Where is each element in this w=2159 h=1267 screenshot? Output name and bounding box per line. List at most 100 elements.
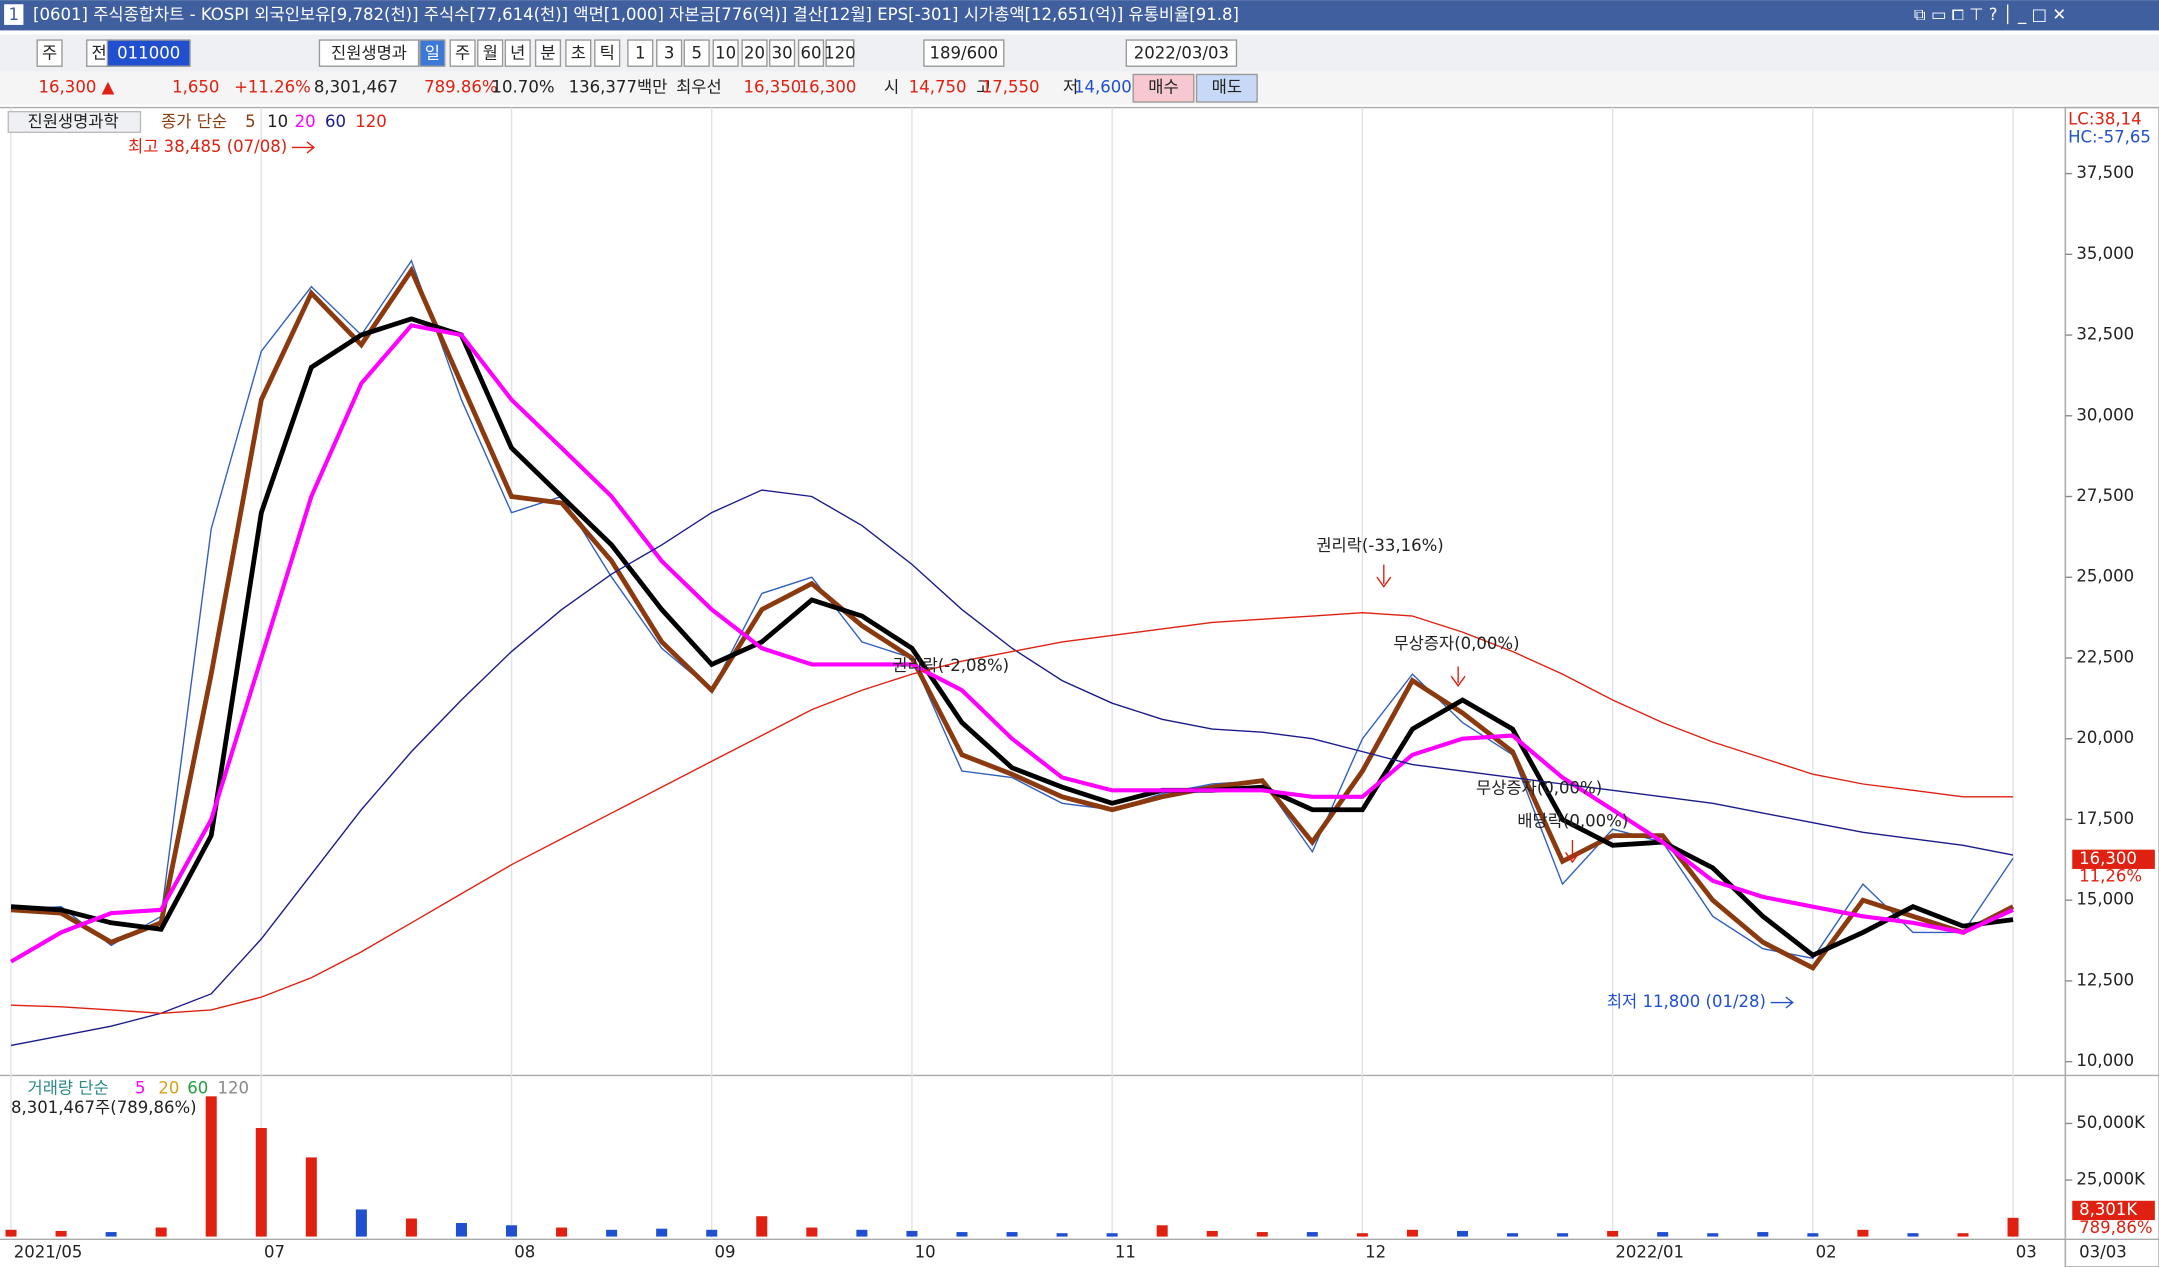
x-tick-label: 07 (264, 1243, 285, 1262)
sell-button[interactable] (1195, 73, 1258, 103)
legend-entry: 60 (325, 112, 346, 131)
x-tick-label: 12 (1365, 1243, 1386, 1262)
quote-field: 최우선 (676, 78, 722, 97)
y-tick-label: 22,500 (2076, 647, 2134, 666)
last-price: 16,300 (2079, 849, 2137, 868)
volume-bar (1206, 1230, 1218, 1237)
volume-bar (155, 1227, 167, 1237)
volume-bar (205, 1096, 217, 1237)
y-tick-label: 32,500 (2076, 325, 2134, 344)
toolbar-label: 20 (744, 43, 765, 62)
volume-bar (1106, 1233, 1118, 1237)
x-tick-label: 02 (1816, 1243, 1837, 1262)
volume-bar (1807, 1233, 1819, 1237)
volume-bar (2007, 1217, 2019, 1237)
toolbar-label: 2022/03/03 (1134, 43, 1229, 62)
y-tick-label: 25,000 (2076, 567, 2134, 586)
volume-bar (1406, 1229, 1418, 1237)
toolbar-button[interactable] (656, 39, 683, 67)
toolbar-label: 초 (571, 43, 586, 62)
hc-label: HC:-57,65 (2068, 127, 2151, 146)
toolbar-label: 틱 (600, 43, 615, 62)
toolbar-label: 주 (455, 43, 470, 62)
annotation: 최저 11,800 (01/28) (1607, 992, 1766, 1011)
toolbar-button[interactable] (627, 39, 654, 67)
sell-label: 매도 (1212, 78, 1242, 97)
y-tick-label: 37,500 (2076, 163, 2134, 182)
last-date: 03/03 (2079, 1243, 2127, 1262)
toolbar-label: 189/600 (930, 43, 999, 62)
volume-title: 거래량 단순 (28, 1079, 109, 1098)
toolbar-button[interactable] (1125, 39, 1238, 67)
y-tick-label: 35,000 (2076, 244, 2134, 263)
toolbar-button[interactable] (419, 39, 446, 67)
quote-field: +11.26% (234, 78, 311, 97)
quote-field: 1,650 (172, 78, 219, 97)
quote-field: 16,300 ▲ (39, 78, 115, 97)
toolbar-button[interactable] (36, 39, 63, 67)
toolbar-button[interactable] (825, 39, 855, 67)
quote-field: 789.86% (424, 78, 497, 97)
toolbar-label: 전 (92, 43, 107, 62)
series-line (10, 265, 2015, 972)
toolbar-button[interactable] (534, 39, 562, 67)
toolbar-button[interactable] (741, 39, 768, 67)
volume-bar (706, 1229, 718, 1237)
y-tick-label: 30,000 (2076, 405, 2134, 424)
quote-field: 17,550 (982, 78, 1040, 97)
toolbar-button[interactable] (594, 39, 621, 67)
low-arrow (1770, 996, 1794, 1009)
toolbar-button[interactable] (504, 39, 531, 67)
series-line (10, 259, 2014, 960)
volume-bar (1957, 1233, 1969, 1237)
toolbar-button[interactable] (683, 39, 710, 67)
x-tick-label: 03 (2016, 1243, 2037, 1262)
event-arrow (1376, 564, 1392, 588)
y-tick-label: 20,000 (2076, 728, 2134, 747)
annotation: 배당락(0,00%) (1517, 812, 1628, 831)
volume-bar (1707, 1233, 1719, 1237)
quote-field: 고 (976, 78, 991, 97)
window-controls[interactable]: ⧉ ▭ ⧠ ⊤ ? │ _ □ ✕ (1914, 4, 2066, 25)
volume-bar (355, 1209, 367, 1237)
toolbar-label: 120 (824, 43, 856, 62)
y-tick-label: 15,000 (2076, 890, 2134, 909)
volume-bar (1757, 1232, 1769, 1237)
legend-entry: 120 (355, 112, 387, 131)
toolbar-button[interactable] (449, 39, 476, 67)
legend-entry: 10 (267, 112, 288, 131)
toolbar-label: 분 (540, 43, 555, 62)
buy-button[interactable] (1132, 73, 1195, 103)
volume-bar (1456, 1230, 1468, 1237)
toolbar-button[interactable] (477, 39, 504, 67)
y-tick-label: 25,000K (2076, 1170, 2146, 1189)
y-tick-label: 17,500 (2076, 809, 2134, 828)
quote-field: 14,750 (909, 78, 967, 97)
change-label: 11,26% (2079, 867, 2142, 886)
last-price-box (2072, 849, 2155, 869)
window-number: 1 (9, 5, 20, 24)
toolbar-button[interactable] (318, 39, 420, 67)
legend-title: 종가 단순 (161, 112, 227, 131)
volume-legend: 60 (187, 1079, 208, 1098)
toolbar-button[interactable] (769, 39, 796, 67)
volume-bar (1907, 1233, 1919, 1237)
toolbar-button[interactable] (797, 39, 825, 67)
x-tick-label: 2021/05 (14, 1243, 83, 1262)
toolbar-button[interactable] (923, 39, 1005, 67)
toolbar-button[interactable] (106, 39, 191, 67)
volume-bar (606, 1229, 618, 1237)
event-arrow (1450, 666, 1466, 688)
high-arrow (291, 141, 316, 154)
toolbar-label: 일 (425, 43, 440, 62)
toolbar-label: 1 (635, 43, 646, 62)
y-tick-label: 27,500 (2076, 486, 2134, 505)
quote-field: 136,377백만 (569, 78, 668, 97)
toolbar-label: 60 (800, 43, 821, 62)
volume-bar (305, 1157, 317, 1237)
toolbar-button[interactable] (565, 39, 592, 67)
toolbar-label: 3 (664, 43, 675, 62)
toolbar-label: 월 (483, 43, 498, 62)
toolbar-button[interactable] (712, 39, 739, 67)
